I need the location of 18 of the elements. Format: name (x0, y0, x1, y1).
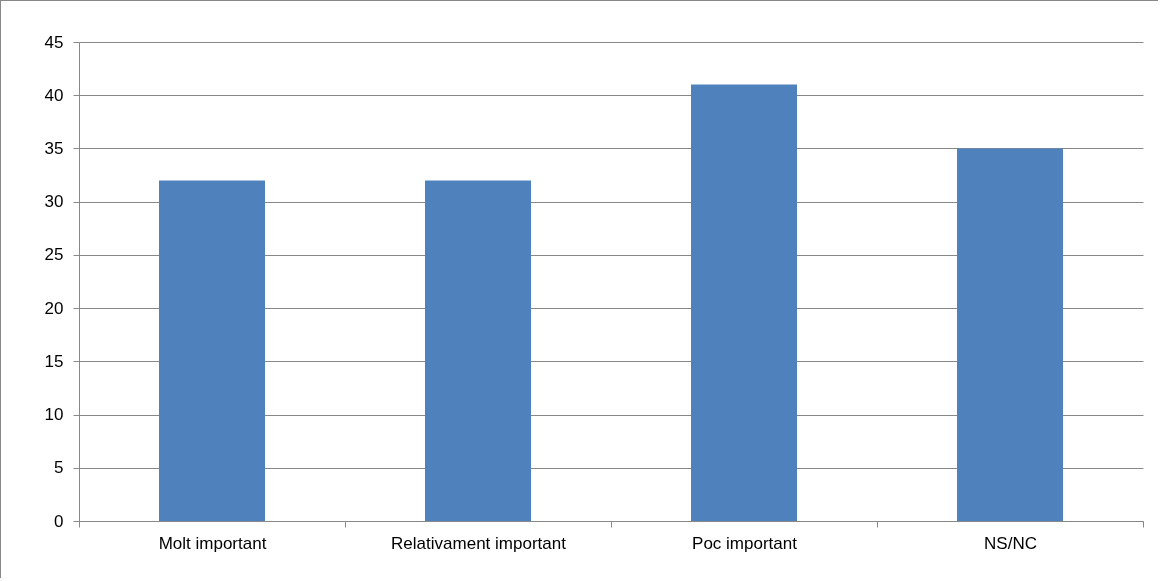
bar (957, 148, 1063, 521)
bar (159, 180, 265, 521)
y-tick-label: 10 (44, 405, 64, 425)
y-tick-label: 40 (44, 85, 64, 105)
y-tick-label: 25 (44, 245, 64, 265)
y-tick-label: 5 (54, 458, 64, 478)
y-tick-label: 45 (44, 32, 64, 52)
bar (425, 180, 531, 521)
x-tick-label: NS/NC (984, 533, 1037, 553)
x-tick-label: Molt important (158, 533, 267, 553)
bar (691, 84, 797, 521)
x-tick-label: Relativament important (391, 533, 567, 553)
x-tick-label: Poc important (692, 533, 798, 553)
y-tick-label: 20 (44, 298, 64, 318)
y-tick-label: 30 (44, 192, 64, 212)
y-tick-label: 15 (44, 351, 64, 371)
y-tick-label: 0 (54, 511, 64, 531)
y-tick-label: 35 (44, 138, 64, 158)
